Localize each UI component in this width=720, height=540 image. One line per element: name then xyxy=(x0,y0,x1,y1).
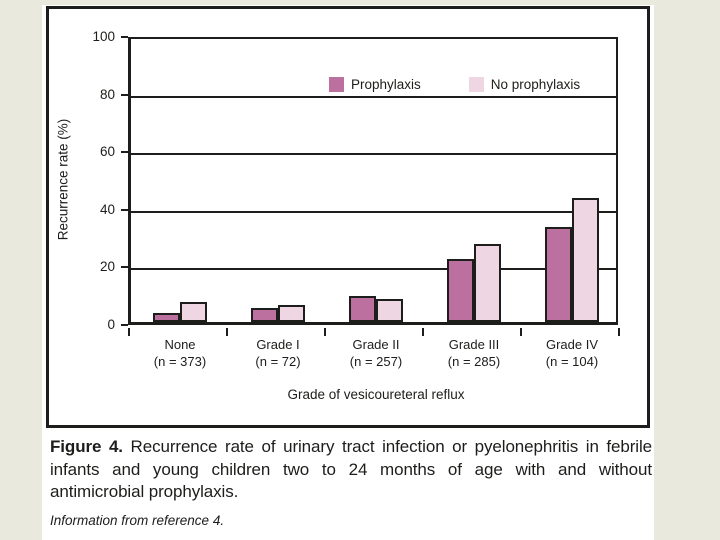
x-tick-mark-0 xyxy=(128,328,130,336)
category-n: (n = 257) xyxy=(349,354,403,369)
x-tick-mark-5 xyxy=(618,328,620,336)
bar-prophylaxis-grade-i xyxy=(251,308,278,322)
bar-no-prophylaxis-grade-iii xyxy=(474,244,501,322)
category-name: None xyxy=(164,337,196,352)
legend-item-no-prophylaxis: No prophylaxis xyxy=(468,77,581,92)
legend-item-prophylaxis: Prophylaxis xyxy=(329,77,421,92)
category-name: Grade I xyxy=(256,337,300,352)
figure-label: Figure 4. xyxy=(50,437,123,456)
bar-no-prophylaxis-grade-i xyxy=(278,305,305,322)
y-tick-mark-60 xyxy=(121,151,128,153)
legend-label-prophylaxis: Prophylaxis xyxy=(351,77,421,92)
category-n: (n = 72) xyxy=(255,354,301,369)
y-tick-mark-80 xyxy=(121,94,128,96)
legend: Prophylaxis No prophylaxis xyxy=(329,77,580,92)
y-tick-mark-20 xyxy=(121,266,128,268)
category-name: Grade II xyxy=(352,337,400,352)
bar-no-prophylaxis-grade-ii xyxy=(376,299,403,322)
legend-swatch-no-prophylaxis xyxy=(468,77,484,92)
x-category-label-grade-i: Grade I (n = 72) xyxy=(229,336,327,370)
y-tick-mark-100 xyxy=(121,36,128,38)
caption-note: Information from reference 4. xyxy=(50,512,225,528)
legend-swatch-prophylaxis xyxy=(329,77,344,92)
category-n: (n = 285) xyxy=(447,354,501,369)
y-tick-label-100: 100 xyxy=(92,29,115,44)
bar-prophylaxis-grade-iv xyxy=(545,227,572,322)
x-category-label-grade-ii: Grade II (n = 257) xyxy=(327,336,425,370)
y-tick-label-40: 40 xyxy=(99,202,115,217)
y-tick-label-60: 60 xyxy=(99,144,115,159)
gridline-60 xyxy=(131,153,616,155)
x-category-label-grade-iv: Grade IV (n = 104) xyxy=(523,336,621,370)
y-tick-label-0: 0 xyxy=(107,317,115,332)
chart-panel: Recurrence rate (%) 0 20 40 60 80 100 Prophyl… xyxy=(46,6,650,428)
x-tick-mark-2 xyxy=(324,328,326,336)
bar-no-prophylaxis-grade-iv xyxy=(572,198,599,322)
y-tick-label-20: 20 xyxy=(99,259,115,274)
x-tick-mark-3 xyxy=(422,328,424,336)
gridline-40 xyxy=(131,211,616,213)
category-name: Grade IV xyxy=(545,337,599,352)
x-category-label-none: None (n = 373) xyxy=(131,336,229,370)
plot-area: Prophylaxis No prophylaxis xyxy=(128,37,618,325)
bar-no-prophylaxis-none xyxy=(180,302,207,322)
caption-body: Recurrence rate of urinary tract infecti… xyxy=(50,437,653,501)
x-category-labels: None (n = 373) Grade I (n = 72) Grade II (n =… xyxy=(131,336,621,372)
figure-caption: Figure 4. Recurrence rate of urinary tra… xyxy=(50,436,652,528)
x-tick-mark-4 xyxy=(520,328,522,336)
category-name: Grade III xyxy=(448,337,500,352)
bar-prophylaxis-grade-iii xyxy=(447,259,474,322)
gridline-20 xyxy=(131,268,616,270)
y-tick-mark-40 xyxy=(121,209,128,211)
gridline-80 xyxy=(131,96,616,98)
bar-prophylaxis-none xyxy=(153,313,180,322)
legend-label-no-prophylaxis: No prophylaxis xyxy=(490,77,581,92)
category-n: (n = 373) xyxy=(153,354,207,369)
caption-text: Figure 4. Recurrence rate of urinary tra… xyxy=(50,436,652,504)
y-tick-mark-0 xyxy=(121,324,128,326)
y-axis-ticks: 0 20 40 60 80 100 xyxy=(49,29,128,332)
category-n: (n = 104) xyxy=(545,354,599,369)
x-axis-title: Grade of vesicoureteral reflux xyxy=(287,387,465,402)
x-tick-mark-1 xyxy=(226,328,228,336)
bar-prophylaxis-grade-ii xyxy=(349,296,376,322)
x-category-label-grade-iii: Grade III (n = 285) xyxy=(425,336,523,370)
y-tick-label-80: 80 xyxy=(99,87,115,102)
